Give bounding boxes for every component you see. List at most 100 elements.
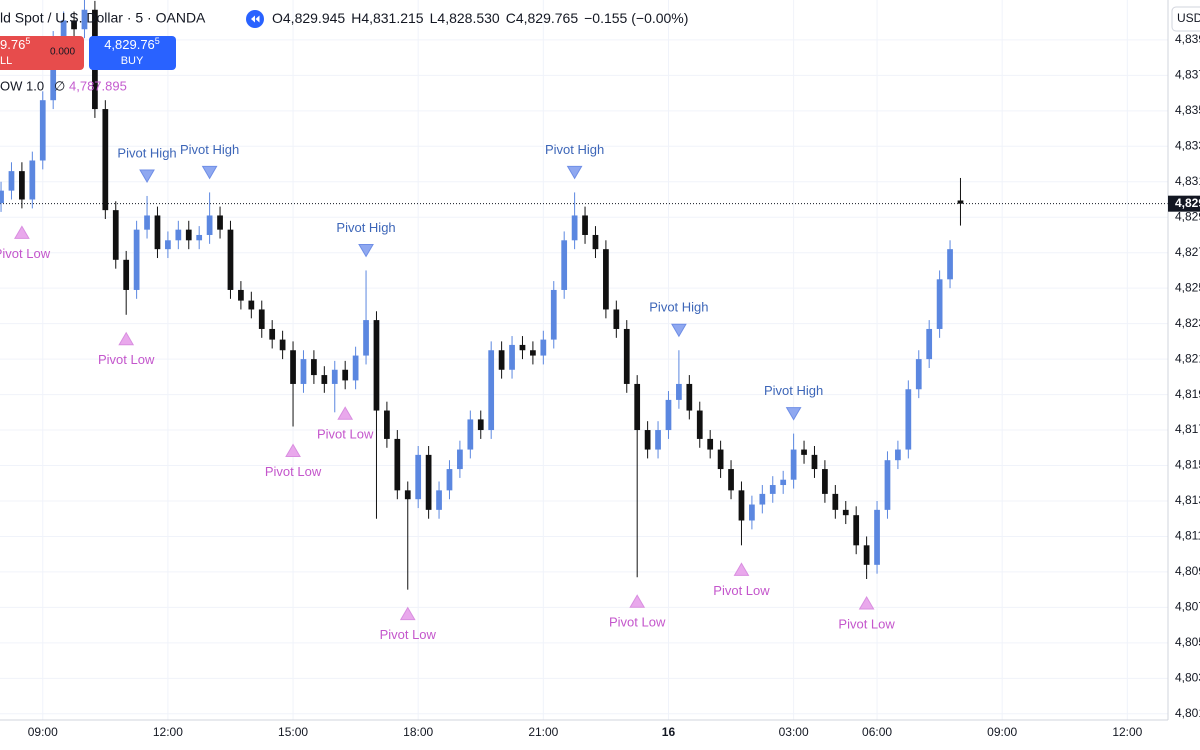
- price-axis-bg: [1168, 0, 1200, 750]
- y-tick-label: 4,829.000: [1175, 209, 1200, 223]
- candle-body: [749, 504, 755, 521]
- y-tick-label: 4,801.000: [1175, 706, 1200, 720]
- candle-body: [550, 289, 557, 340]
- candle-body: [717, 449, 724, 470]
- ohlc-key: L: [430, 10, 438, 26]
- candle-body: [311, 359, 317, 376]
- pivot-high-label: Pivot High: [180, 142, 239, 157]
- pivot-high-label: Pivot High: [764, 383, 823, 398]
- y-tick-label: 4,819.000: [1175, 387, 1200, 401]
- candle-body: [206, 215, 213, 235]
- y-tick-label: 4,813.000: [1175, 493, 1200, 507]
- candle-body: [217, 215, 223, 230]
- replay-icon: [251, 15, 260, 23]
- candle-body: [561, 240, 568, 290]
- x-tick-label: 09:00: [28, 725, 58, 739]
- x-tick-label: 18:00: [403, 725, 433, 739]
- candle-body: [290, 350, 296, 384]
- pivot-high-label: Pivot High: [545, 142, 604, 157]
- candle-body: [154, 215, 161, 250]
- candle-body: [895, 449, 901, 461]
- y-tick-label: 4,821.000: [1175, 351, 1200, 365]
- candle-body: [728, 469, 734, 491]
- candle-body: [0, 190, 4, 204]
- candle-body: [509, 344, 515, 370]
- buy-price-tail: 5: [155, 36, 160, 46]
- pivot-low-marker: [14, 225, 30, 239]
- y-tick-label: 4,805.000: [1175, 635, 1200, 649]
- x-tick-label: 09:00: [987, 725, 1017, 739]
- pivot-low-marker: [399, 606, 416, 621]
- sell-label: LL: [0, 55, 12, 67]
- candle-body: [467, 419, 474, 450]
- candle-body: [947, 249, 953, 280]
- candle-body: [592, 234, 599, 250]
- x-tick-label: 16: [662, 725, 676, 739]
- candle-body: [655, 430, 661, 450]
- candle-body: [248, 300, 255, 310]
- x-tick-label: 06:00: [862, 725, 892, 739]
- y-tick-label: 4,811.000: [1175, 529, 1200, 543]
- last-price-box: [1168, 195, 1200, 212]
- candle-body: [623, 328, 630, 384]
- indicator-name: OW 1.0: [0, 78, 44, 93]
- candle-body: [300, 359, 307, 384]
- candle-body: [123, 259, 130, 290]
- candle-body: [488, 350, 495, 431]
- time-axis-bg: [0, 720, 1168, 750]
- pivot-high-marker: [139, 169, 155, 183]
- ohlc-change: −0.155 (−0.00%): [584, 10, 688, 26]
- currency-box[interactable]: [1171, 6, 1200, 32]
- sell-price-tail: 5: [25, 36, 30, 46]
- candle-body: [874, 509, 880, 565]
- candle-body: [394, 438, 401, 491]
- x-tick-label: 15:00: [278, 725, 308, 739]
- sell-button[interactable]: [0, 36, 84, 70]
- buy-label: BUY: [121, 55, 144, 67]
- candle-body: [144, 215, 150, 230]
- candle-body: [342, 369, 349, 381]
- buy-price-main: 4,829.76: [104, 37, 155, 52]
- y-tick-label: 4,817.000: [1175, 422, 1200, 436]
- candle-body: [352, 355, 359, 381]
- y-tick-label: 4,833.000: [1175, 138, 1200, 152]
- y-tick-label: 4,835.000: [1175, 103, 1200, 117]
- candle-body: [196, 234, 203, 241]
- pivot-high-label: Pivot High: [649, 300, 708, 315]
- symbol-title: ld Spot / U.S. Dollar · 5 · OANDA: [0, 10, 206, 26]
- candle-body: [540, 339, 547, 356]
- y-tick-label: 4,807.000: [1175, 600, 1200, 614]
- candle-body: [384, 410, 390, 439]
- pivot-high-marker: [671, 323, 687, 338]
- candle-body: [582, 215, 588, 235]
- candle-body: [936, 279, 943, 329]
- candle-body: [29, 160, 36, 200]
- candle-body: [884, 460, 891, 510]
- y-tick-label: 4,803.000: [1175, 670, 1200, 684]
- candle-body: [519, 344, 526, 351]
- candle-body: [185, 229, 192, 241]
- candle-body: [613, 309, 620, 329]
- candle-body: [530, 350, 536, 356]
- spread: 0.000: [50, 47, 75, 58]
- candle-body: [19, 171, 25, 200]
- candle-body: [258, 309, 265, 329]
- buy-price: 4,829.765: [104, 36, 160, 52]
- pivot-low-label: Pivot Low: [0, 246, 51, 261]
- y-tick-label: 4,831.000: [1175, 174, 1200, 188]
- ohlc-value: 4,828.530: [437, 10, 499, 26]
- pivot-low-label: Pivot Low: [713, 583, 770, 598]
- candle-body: [404, 490, 411, 500]
- candle-body: [425, 454, 432, 510]
- candle-body: [227, 229, 234, 290]
- candle-body: [665, 399, 672, 431]
- candle-body: [175, 229, 182, 241]
- buy-button[interactable]: [89, 36, 176, 70]
- candle-body: [279, 339, 286, 351]
- x-tick-label: 12:00: [1112, 725, 1142, 739]
- candle-body: [102, 109, 109, 211]
- candle-body: [331, 369, 338, 384]
- candle-body: [60, 20, 67, 40]
